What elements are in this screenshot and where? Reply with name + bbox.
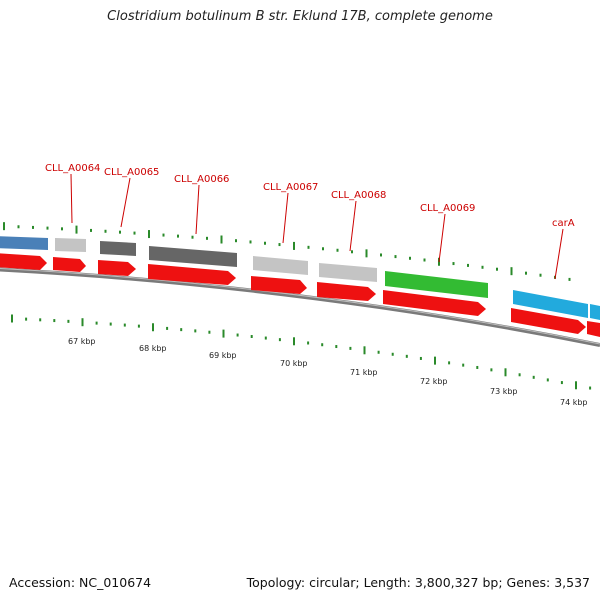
genome-backbone-highlight [0, 268, 600, 345]
leader-line [70, 173, 73, 224]
gene-bar-cyan [513, 290, 588, 318]
leader-line [349, 200, 357, 252]
scale-label: 74 kbp [560, 398, 588, 407]
gene-label: CLL_A0065 [104, 167, 159, 178]
gene-bar-blue [0, 236, 48, 250]
scale-label: 73 kbp [490, 387, 518, 396]
gene-bar-green [385, 271, 488, 298]
gene-label: CLL_A0064 [45, 163, 100, 174]
cds-arrow-partial [587, 321, 600, 337]
gene-label: carA [552, 218, 575, 229]
upper-feature-track [0, 236, 600, 320]
genome-title: Clostridium botulinum B str. Eklund 17B,… [107, 9, 493, 24]
gene-bar-light-gray [319, 263, 377, 282]
cds-arrow [251, 276, 307, 294]
gene-bar-dark-gray [149, 246, 237, 267]
gene-label: CLL_A0068 [331, 190, 386, 201]
genome-backbone [0, 267, 600, 347]
scale-label: 68 kbp [139, 344, 167, 353]
cds-arrow [383, 290, 486, 316]
genome-stats-text: Topology: circular; Length: 3,800,327 bp… [246, 575, 590, 590]
upper-tick-row [3, 222, 571, 281]
gene-bar-light-gray [55, 238, 86, 252]
cds-arrow [0, 253, 47, 270]
gene-label: CLL_A0066 [174, 174, 229, 185]
cds-arrow-track [0, 253, 600, 337]
gene-labels: CLL_A0064 CLL_A0065 CLL_A0066 CLL_A0067 … [45, 163, 575, 229]
leader-line [120, 177, 131, 228]
gene-label: CLL_A0069 [420, 203, 475, 214]
cds-arrow [317, 282, 376, 301]
scale-label: 67 kbp [68, 337, 96, 346]
scale-label: 69 kbp [209, 351, 237, 360]
scale-label: 71 kbp [350, 368, 378, 377]
gene-bar-light-gray [253, 256, 308, 275]
scale-labels: 67 kbp 68 kbp 69 kbp 70 kbp 71 kbp 72 kb… [68, 337, 588, 407]
leader-line [195, 184, 200, 235]
cds-arrow [53, 257, 86, 272]
gene-bar-cyan-partial [590, 304, 600, 320]
accession-text: Accession: NC_010674 [9, 575, 152, 590]
gene-label: CLL_A0067 [263, 182, 318, 193]
leader-line [554, 228, 564, 280]
leader-line [438, 213, 446, 263]
cds-arrow [98, 260, 136, 276]
cds-arrow [148, 264, 236, 285]
label-leaders [70, 173, 564, 280]
scale-label: 70 kbp [280, 359, 308, 368]
scale-tick-row [11, 314, 592, 390]
scale-label: 72 kbp [420, 377, 448, 386]
cds-arrow [511, 308, 586, 334]
leader-line [282, 192, 289, 244]
gene-bar-dark-gray [100, 241, 136, 256]
